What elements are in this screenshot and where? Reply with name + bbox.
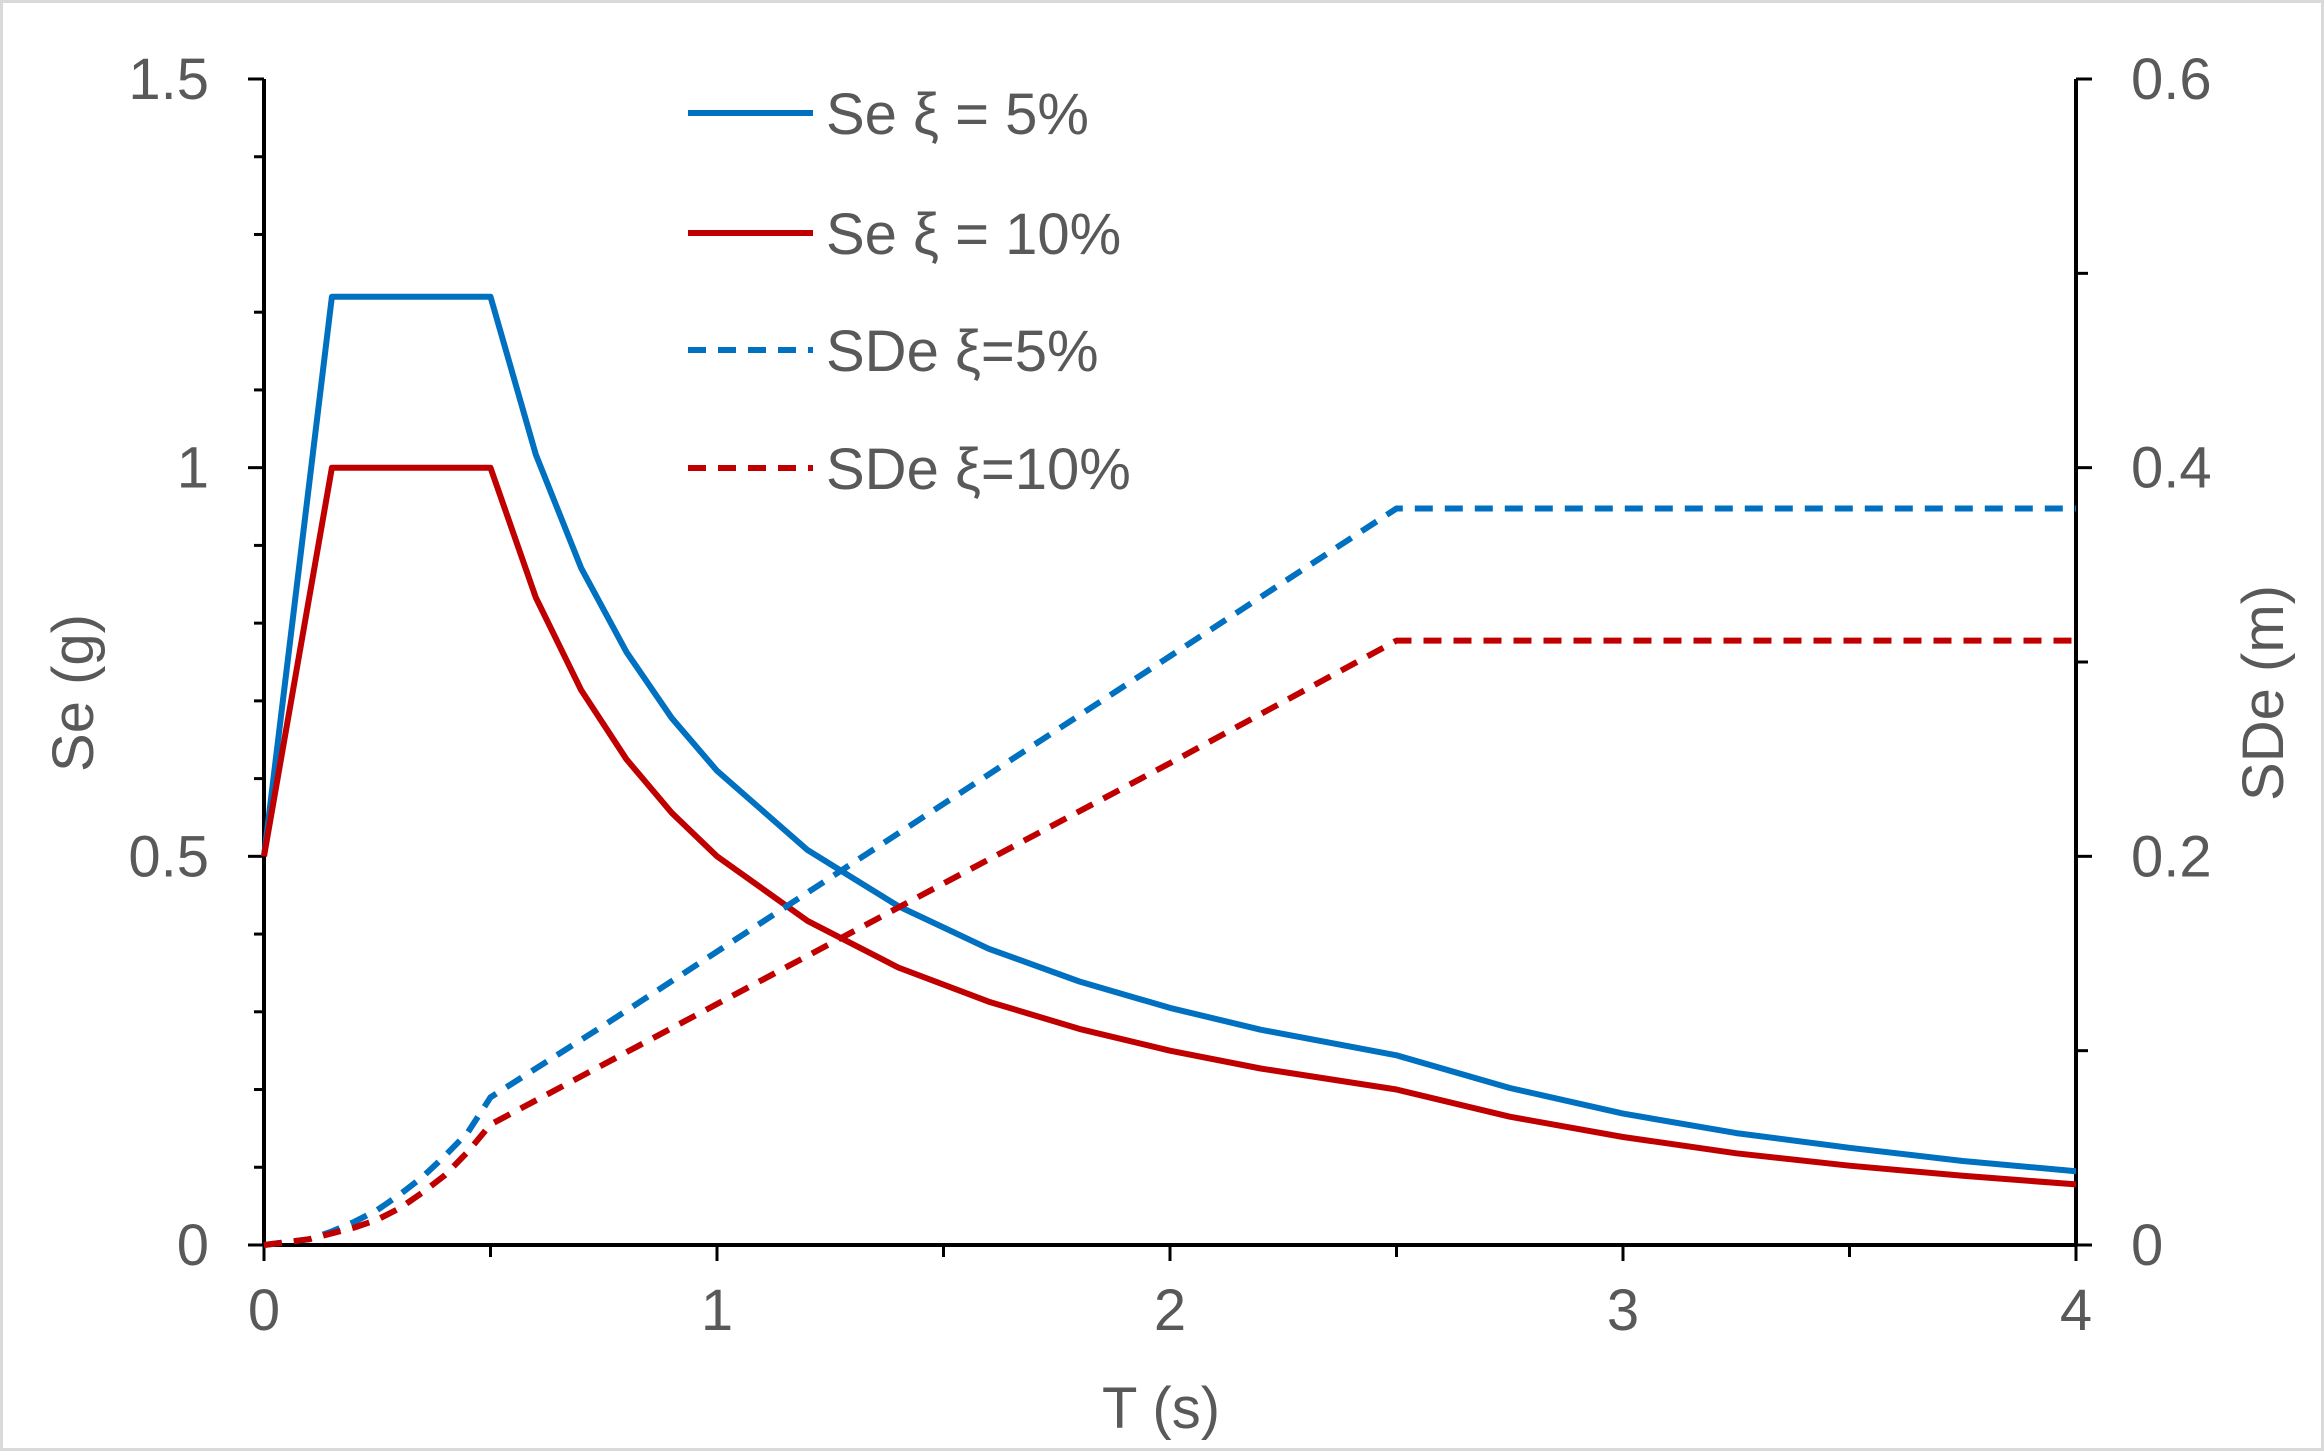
series-line-0 [261, 293, 2077, 1175]
legend: Se ξ = 5% Se ξ = 10% SDe ξ=5% SDe ξ=10% [688, 82, 1131, 502]
y-tick-label: 0.5 [128, 824, 209, 889]
series-line-1 [261, 464, 2077, 1188]
y-axis-title: Se (g) [41, 614, 106, 772]
legend-label-se-10: Se ξ = 10% [826, 202, 1121, 267]
legend-label-se-5: Se ξ = 5% [826, 82, 1089, 147]
x-tick-label: 4 [2060, 1278, 2092, 1343]
y-tick-label: 1.5 [128, 47, 209, 112]
x-axis-title: T (s) [1102, 1376, 1220, 1441]
x-tick-label: 0 [248, 1278, 280, 1343]
x-tick-label: 2 [1154, 1278, 1186, 1343]
series-line-2 [263, 505, 2076, 1248]
y2-tick-label: 0.6 [2131, 47, 2212, 112]
y-tick-label: 1 [177, 436, 209, 501]
x-tick-label: 1 [701, 1278, 733, 1343]
legend-label-sde-5: SDe ξ=5% [826, 319, 1099, 384]
y-tick-label: 0 [177, 1213, 209, 1278]
y2-axis-title: SDe (m) [2231, 585, 2296, 801]
y2-tick-label: 0.2 [2131, 824, 2212, 889]
response-spectrum-chart: 0 0.5 1 1.5 0 0.2 0.4 0.6 0 1 2 3 4 T (s) Se (g) SDe… [41, 47, 2296, 1441]
legend-label-sde-10: SDe ξ=10% [826, 437, 1131, 502]
y2-tick-label: 0 [2131, 1213, 2163, 1278]
series-line-3 [263, 637, 2076, 1248]
y2-tick-label: 0.4 [2131, 436, 2212, 501]
x-tick-label: 3 [1607, 1278, 1639, 1343]
